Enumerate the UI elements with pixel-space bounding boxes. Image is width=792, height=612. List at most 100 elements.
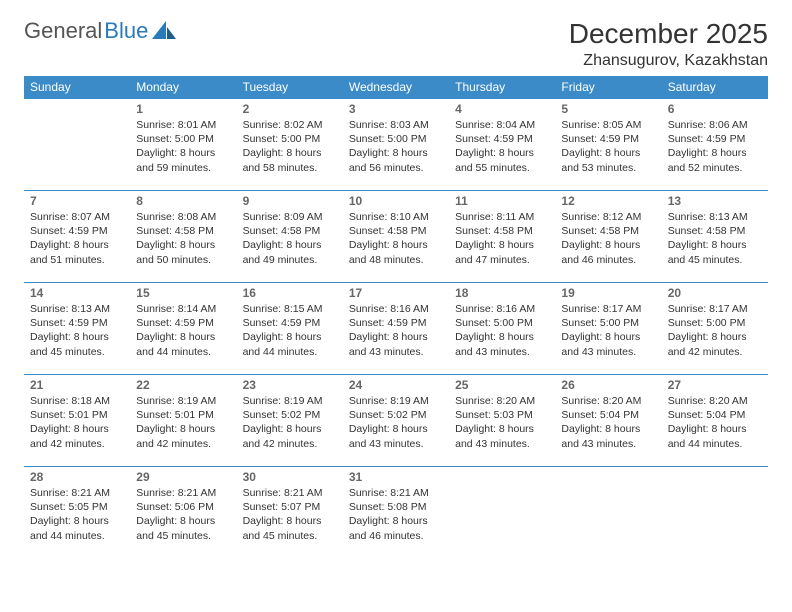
calendar-day-cell: 13Sunrise: 8:13 AMSunset: 4:58 PMDayligh… (662, 191, 768, 283)
day-number: 5 (561, 102, 655, 116)
calendar-day-cell: 26 Sunrise: 8:20 AMSunset: 5:04 PMDayligh… (555, 375, 661, 467)
weekday-header: Thursday (449, 76, 555, 99)
weekday-header: Friday (555, 76, 661, 99)
calendar-week-row: 14 Sunrise: 8:13 AMSunset: 4:59 PMDayligh… (24, 283, 768, 375)
day-number: 20 (668, 286, 762, 300)
brand-part2: Blue (104, 18, 148, 44)
calendar-day-cell (662, 467, 768, 559)
day-details: Sunrise: 8:16 AMSunset: 4:59 PMDaylight:… (349, 302, 443, 359)
day-details: Sunrise: 8:10 AMSunset: 4:58 PMDaylight:… (349, 210, 443, 267)
calendar-day-cell: 14 Sunrise: 8:13 AMSunset: 4:59 PMDayligh… (24, 283, 130, 375)
day-number: 29 (136, 470, 230, 484)
day-number: 21 (30, 378, 124, 392)
header: GeneralBlue December 2025 Zhansugurov, K… (24, 18, 768, 70)
day-number: 15 (136, 286, 230, 300)
location-label: Zhansugurov, Kazakhstan (569, 52, 768, 70)
weekday-header: Monday (130, 76, 236, 99)
weekday-header: Sunday (24, 76, 130, 99)
calendar-day-cell: 24 Sunrise: 8:19 AMSunset: 5:02 PMDayligh… (343, 375, 449, 467)
day-details: Sunrise: 8:20 AMSunset: 5:03 PMDaylight:… (455, 394, 549, 451)
day-details: Sunrise: 8:16 AMSunset: 5:00 PMDaylight:… (455, 302, 549, 359)
day-number: 10 (349, 194, 443, 208)
day-details: Sunrise: 8:12 AMSunset: 4:58 PMDaylight:… (561, 210, 655, 267)
weekday-header: Tuesday (237, 76, 343, 99)
day-details: Sunrise: 8:20 AMSunset: 5:04 PMDaylight:… (561, 394, 655, 451)
day-details: Sunrise: 8:14 AMSunset: 4:59 PMDaylight:… (136, 302, 230, 359)
day-details: Sunrise: 8:09 AMSunset: 4:58 PMDaylight:… (243, 210, 337, 267)
day-number: 9 (243, 194, 337, 208)
calendar-day-cell (449, 467, 555, 559)
calendar-day-cell: 31Sunrise: 8:21 AMSunset: 5:08 PMDayligh… (343, 467, 449, 559)
calendar-week-row: 21 Sunrise: 8:18 AMSunset: 5:01 PMDayligh… (24, 375, 768, 467)
calendar-day-cell: 4 Sunrise: 8:04 AMSunset: 4:59 PMDaylight… (449, 99, 555, 191)
calendar-day-cell: 22 Sunrise: 8:19 AMSunset: 5:01 PMDayligh… (130, 375, 236, 467)
calendar-day-cell: 21 Sunrise: 8:18 AMSunset: 5:01 PMDayligh… (24, 375, 130, 467)
day-number: 7 (30, 194, 124, 208)
weekday-header: Wednesday (343, 76, 449, 99)
day-details: Sunrise: 8:18 AMSunset: 5:01 PMDaylight:… (30, 394, 124, 451)
day-details: Sunrise: 8:03 AMSunset: 5:00 PMDaylight:… (349, 118, 443, 175)
day-number: 4 (455, 102, 549, 116)
calendar-day-cell: 9 Sunrise: 8:09 AMSunset: 4:58 PMDaylight… (237, 191, 343, 283)
day-number: 23 (243, 378, 337, 392)
day-number: 12 (561, 194, 655, 208)
brand-part1: General (24, 18, 102, 44)
day-details: Sunrise: 8:08 AMSunset: 4:58 PMDaylight:… (136, 210, 230, 267)
calendar-header-row: SundayMondayTuesdayWednesdayThursdayFrid… (24, 76, 768, 99)
calendar-day-cell: 5 Sunrise: 8:05 AMSunset: 4:59 PMDaylight… (555, 99, 661, 191)
calendar-day-cell: 7Sunrise: 8:07 AMSunset: 4:59 PMDaylight… (24, 191, 130, 283)
day-number: 1 (136, 102, 230, 116)
day-details: Sunrise: 8:21 AMSunset: 5:07 PMDaylight:… (243, 486, 337, 543)
day-details: Sunrise: 8:06 AMSunset: 4:59 PMDaylight:… (668, 118, 762, 175)
day-number: 14 (30, 286, 124, 300)
day-details: Sunrise: 8:21 AMSunset: 5:08 PMDaylight:… (349, 486, 443, 543)
day-details: Sunrise: 8:19 AMSunset: 5:01 PMDaylight:… (136, 394, 230, 451)
calendar-body: 1 Sunrise: 8:01 AMSunset: 5:00 PMDaylight… (24, 99, 768, 559)
calendar-week-row: 7Sunrise: 8:07 AMSunset: 4:59 PMDaylight… (24, 191, 768, 283)
calendar-day-cell: 16Sunrise: 8:15 AMSunset: 4:59 PMDayligh… (237, 283, 343, 375)
day-details: Sunrise: 8:21 AMSunset: 5:06 PMDaylight:… (136, 486, 230, 543)
calendar-day-cell: 3 Sunrise: 8:03 AMSunset: 5:00 PMDaylight… (343, 99, 449, 191)
day-number: 24 (349, 378, 443, 392)
day-number: 25 (455, 378, 549, 392)
calendar-day-cell: 23 Sunrise: 8:19 AMSunset: 5:02 PMDayligh… (237, 375, 343, 467)
calendar-day-cell (24, 99, 130, 191)
day-details: Sunrise: 8:19 AMSunset: 5:02 PMDaylight:… (243, 394, 337, 451)
day-details: Sunrise: 8:19 AMSunset: 5:02 PMDaylight:… (349, 394, 443, 451)
day-number: 22 (136, 378, 230, 392)
calendar-day-cell: 12 Sunrise: 8:12 AMSunset: 4:58 PMDayligh… (555, 191, 661, 283)
calendar-day-cell: 15 Sunrise: 8:14 AMSunset: 4:59 PMDayligh… (130, 283, 236, 375)
day-number: 18 (455, 286, 549, 300)
weekday-header: Saturday (662, 76, 768, 99)
day-details: Sunrise: 8:01 AMSunset: 5:00 PMDaylight:… (136, 118, 230, 175)
day-details: Sunrise: 8:05 AMSunset: 4:59 PMDaylight:… (561, 118, 655, 175)
calendar-day-cell: 29 Sunrise: 8:21 AMSunset: 5:06 PMDayligh… (130, 467, 236, 559)
day-details: Sunrise: 8:17 AMSunset: 5:00 PMDaylight:… (668, 302, 762, 359)
calendar-day-cell: 30 Sunrise: 8:21 AMSunset: 5:07 PMDayligh… (237, 467, 343, 559)
title-block: December 2025 Zhansugurov, Kazakhstan (569, 18, 768, 70)
calendar-day-cell (555, 467, 661, 559)
day-details: Sunrise: 8:11 AMSunset: 4:58 PMDaylight:… (455, 210, 549, 267)
day-number: 30 (243, 470, 337, 484)
day-details: Sunrise: 8:13 AMSunset: 4:59 PMDaylight:… (30, 302, 124, 359)
day-details: Sunrise: 8:21 AMSunset: 5:05 PMDaylight:… (30, 486, 124, 543)
calendar-day-cell: 28Sunrise: 8:21 AMSunset: 5:05 PMDayligh… (24, 467, 130, 559)
calendar-day-cell: 25 Sunrise: 8:20 AMSunset: 5:03 PMDayligh… (449, 375, 555, 467)
day-number: 3 (349, 102, 443, 116)
day-details: Sunrise: 8:02 AMSunset: 5:00 PMDaylight:… (243, 118, 337, 175)
day-number: 26 (561, 378, 655, 392)
calendar-day-cell: 8 Sunrise: 8:08 AMSunset: 4:58 PMDaylight… (130, 191, 236, 283)
calendar-day-cell: 20 Sunrise: 8:17 AMSunset: 5:00 PMDayligh… (662, 283, 768, 375)
day-details: Sunrise: 8:04 AMSunset: 4:59 PMDaylight:… (455, 118, 549, 175)
brand-sail-icon (152, 21, 178, 41)
calendar-table: SundayMondayTuesdayWednesdayThursdayFrid… (24, 76, 768, 559)
brand-logo: GeneralBlue (24, 18, 178, 44)
calendar-day-cell: 1 Sunrise: 8:01 AMSunset: 5:00 PMDaylight… (130, 99, 236, 191)
day-number: 8 (136, 194, 230, 208)
calendar-day-cell: 10 Sunrise: 8:10 AMSunset: 4:58 PMDayligh… (343, 191, 449, 283)
day-details: Sunrise: 8:13 AMSunset: 4:58 PMDaylight:… (668, 210, 762, 267)
day-number: 17 (349, 286, 443, 300)
day-number: 2 (243, 102, 337, 116)
day-number: 16 (243, 286, 337, 300)
day-number: 27 (668, 378, 762, 392)
